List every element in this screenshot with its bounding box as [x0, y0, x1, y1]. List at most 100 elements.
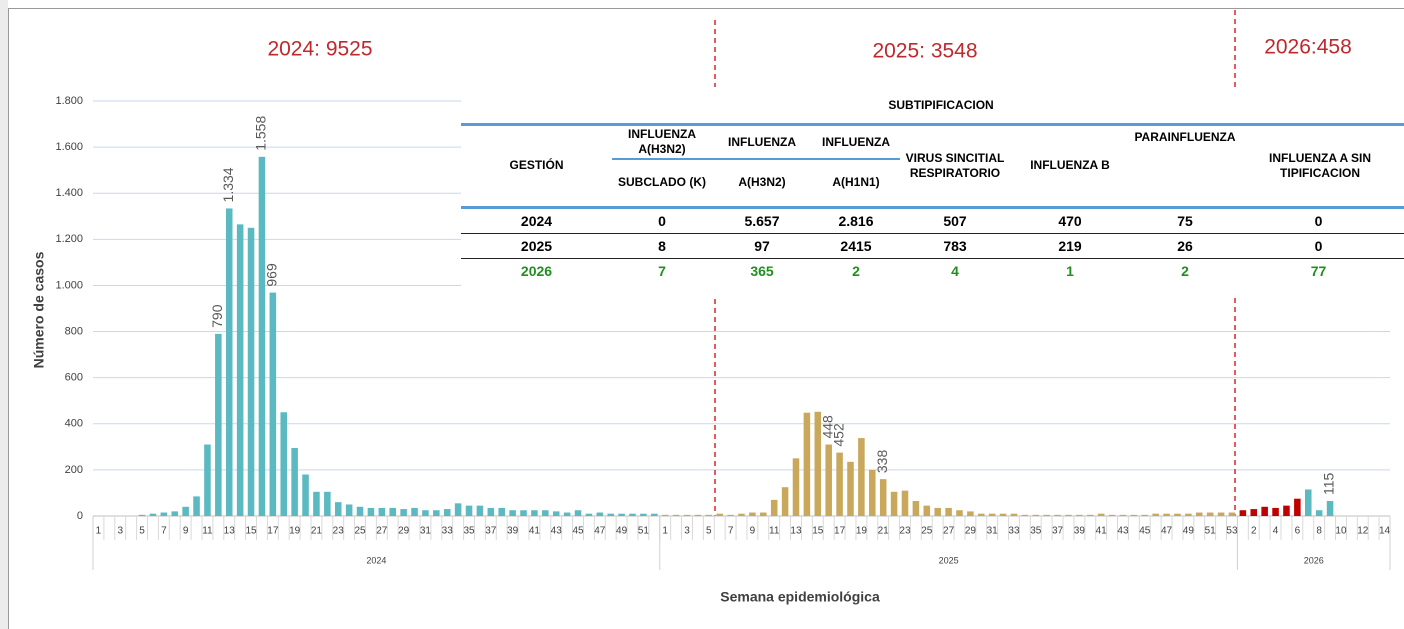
bar: [1228, 512, 1236, 516]
frame: [8, 8, 1404, 629]
subtype-table: SUBTIPIFICACION GESTIÓN INFLUENZA A(H3N2…: [461, 87, 1404, 298]
bar: [215, 333, 222, 516]
x-tick-label: 6: [1295, 526, 1301, 537]
bar: [204, 444, 211, 516]
bar: [836, 452, 843, 516]
bar: [923, 505, 931, 516]
bar: [498, 507, 505, 516]
table-cell: 2: [852, 262, 860, 279]
y-tick-label: 600: [65, 372, 83, 384]
x-tick-label: 3: [684, 526, 690, 537]
table-cell: 2025: [461, 233, 612, 259]
table-cell: 0: [612, 207, 712, 234]
bar: [411, 507, 418, 516]
bar: [858, 438, 865, 516]
bar: [988, 513, 996, 516]
table-cell: 75: [1130, 207, 1240, 234]
bar: [934, 507, 941, 516]
bar: [1097, 513, 1105, 516]
x-tick-label: 41: [1096, 526, 1108, 537]
bar: [1195, 512, 1203, 516]
x-tick-label: 47: [1161, 526, 1173, 537]
bar: [552, 511, 560, 516]
y-tick-label: 800: [65, 325, 83, 337]
x-tick-label: 27: [376, 526, 388, 537]
bar: [138, 514, 146, 516]
bar: [770, 499, 778, 516]
x-tick-label: 33: [442, 526, 454, 537]
bar: [607, 513, 614, 516]
table-cell: 4: [951, 262, 959, 279]
x-tick-label: 51: [1205, 526, 1217, 537]
table-cell: 0: [1240, 207, 1404, 234]
bar: [313, 491, 320, 516]
x-tick-label: 37: [485, 526, 497, 537]
column-subheader: SUBCLADO (K): [612, 159, 712, 209]
bar: [1294, 498, 1301, 516]
data-label: 1.334: [220, 167, 236, 202]
x-tick-label: 17: [267, 526, 279, 537]
x-tick-label: 45: [572, 526, 584, 537]
bar: [967, 511, 974, 516]
bar: [476, 505, 484, 516]
bar: [1304, 489, 1312, 516]
bar: [1174, 513, 1181, 516]
x-tick-label: 41: [529, 526, 541, 537]
x-tick-label: 2: [1251, 526, 1257, 537]
bar: [596, 512, 604, 516]
annotation: 2024: 9525: [267, 38, 372, 61]
bar: [661, 514, 669, 516]
bar: [1326, 501, 1334, 516]
bar: [1152, 513, 1159, 516]
bar: [1141, 514, 1149, 516]
column-header: GESTIÓN: [461, 124, 612, 209]
bar: [651, 513, 658, 516]
x-tick-label: 47: [594, 526, 606, 537]
bar: [618, 513, 625, 516]
x-tick-label: 4: [1273, 526, 1279, 537]
bar: [1217, 512, 1225, 516]
bar: [727, 514, 734, 516]
column-subheader: A(H3N2): [712, 159, 812, 209]
bar: [792, 458, 800, 516]
x-tick-label: 10: [1335, 526, 1347, 537]
bar: [1065, 514, 1072, 516]
bar: [356, 506, 364, 516]
bar: [378, 507, 386, 516]
bar: [509, 510, 516, 516]
group-label: 2024: [366, 555, 386, 565]
bar: [629, 513, 636, 516]
data-label: 115: [1321, 472, 1337, 495]
bar: [574, 510, 582, 516]
bar: [912, 501, 920, 516]
bar: [879, 479, 887, 516]
bar: [672, 514, 680, 516]
x-tick-label: 29: [965, 526, 977, 537]
x-tick-label: 27: [943, 526, 955, 537]
x-tick-label: 21: [878, 526, 890, 537]
bar: [542, 510, 549, 516]
bar: [280, 412, 288, 516]
bar: [236, 224, 244, 516]
table-cell: 97: [712, 233, 812, 259]
data-label: 448: [819, 415, 835, 439]
x-tick-label: 13: [224, 526, 236, 537]
bar: [324, 491, 331, 516]
x-tick-label: 5: [706, 526, 712, 537]
bar: [171, 511, 179, 516]
bar: [705, 514, 713, 516]
x-tick-label: 11: [202, 526, 213, 537]
bar: [1272, 507, 1279, 516]
x-axis-title: Semana epidemiológica: [720, 589, 880, 605]
bar: [1032, 514, 1040, 516]
x-tick-label: 5: [139, 526, 145, 537]
x-tick-label: 11: [769, 526, 780, 537]
column-header: INFLUENZA A(H3N2): [612, 124, 712, 160]
x-tick-label: 49: [1183, 526, 1195, 537]
x-tick-label: 15: [812, 526, 824, 537]
bar: [803, 412, 811, 516]
x-tick-label: 43: [1117, 526, 1129, 537]
bar: [487, 507, 495, 516]
x-tick-label: 31: [987, 526, 999, 537]
table-cell: 2.816: [812, 207, 900, 234]
